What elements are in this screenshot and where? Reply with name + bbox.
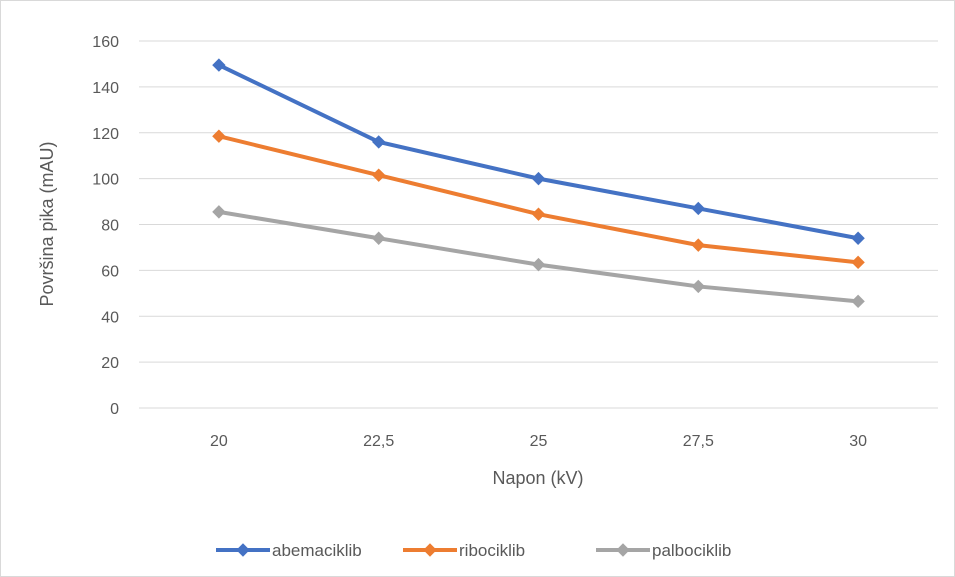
data-point-palbociklib-4 <box>851 294 865 309</box>
x-tick-label-2: 25 <box>530 433 548 450</box>
data-point-ribociklib-3 <box>691 238 706 252</box>
legend-label-ribociklib: ribociklib <box>459 541 525 560</box>
y-tick-label-60: 60 <box>101 263 119 280</box>
x-tick-label-1: 22,5 <box>363 433 394 450</box>
y-tick-label-40: 40 <box>101 309 119 326</box>
data-point-palbociklib-0 <box>212 205 226 219</box>
series-line-ribociklib <box>216 134 861 265</box>
legend-marker-ribociklib <box>423 543 437 557</box>
series-group <box>212 58 865 309</box>
gridlines <box>139 40 938 409</box>
y-tick-label-160: 160 <box>92 34 119 51</box>
data-point-ribociklib-2 <box>531 207 546 221</box>
y-tick-label-140: 140 <box>92 80 119 97</box>
y-tick-label-80: 80 <box>101 218 119 235</box>
data-point-abemaciklib-2 <box>531 171 546 186</box>
legend-label-palbociklib: palbociklib <box>652 541 731 560</box>
data-point-palbociklib-3 <box>691 279 706 294</box>
legend-marker-palbociklib <box>616 543 630 557</box>
data-point-abemaciklib-0 <box>212 58 226 72</box>
y-tick-label-120: 120 <box>92 126 119 143</box>
x-tick-label-4: 30 <box>849 433 867 450</box>
legend: abemaciklib ribociklib palbociklib <box>216 541 731 560</box>
y-axis-ticks: 0 20 40 60 80 100 120 140 160 <box>92 34 119 418</box>
data-point-abemaciklib-1 <box>371 135 386 149</box>
data-point-ribociklib-4 <box>851 255 865 270</box>
x-tick-label-3: 27,5 <box>683 433 714 450</box>
data-point-ribociklib-1 <box>371 168 386 182</box>
data-point-ribociklib-0 <box>212 129 226 143</box>
legend-label-abemaciklib: abemaciklib <box>272 541 362 560</box>
legend-marker-abemaciklib <box>236 543 250 557</box>
y-tick-label-20: 20 <box>101 355 119 372</box>
data-point-abemaciklib-4 <box>851 231 865 245</box>
data-point-palbociklib-2 <box>531 257 546 272</box>
data-point-abemaciklib-3 <box>691 201 706 216</box>
y-axis-title: Površina pika (mAU) <box>37 141 57 306</box>
y-tick-label-100: 100 <box>92 172 119 189</box>
x-tick-label-0: 20 <box>210 433 228 450</box>
x-axis-title: Napon (kV) <box>492 468 583 488</box>
data-point-palbociklib-1 <box>371 231 386 245</box>
series-line-palbociklib <box>216 209 861 304</box>
y-tick-label-0: 0 <box>110 401 119 418</box>
x-axis-ticks: 20 22,5 25 27,5 30 <box>210 433 867 450</box>
